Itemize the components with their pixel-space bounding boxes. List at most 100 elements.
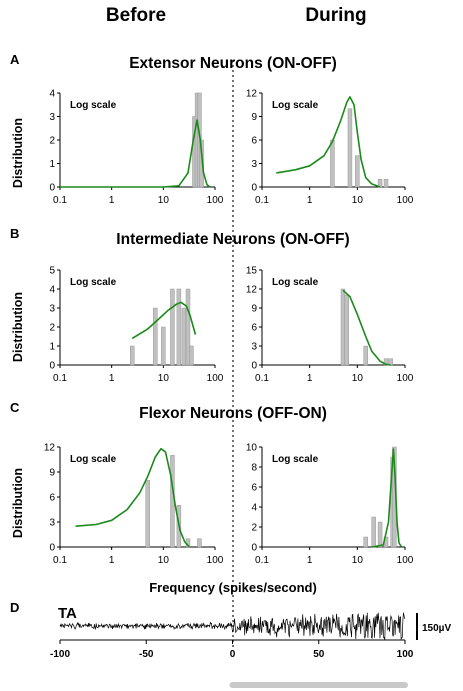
- y-tick-label: 8: [251, 463, 257, 474]
- x-tick-label: 10: [352, 195, 364, 206]
- y-tick-label: 0: [49, 543, 55, 554]
- y-tick-label: 12: [246, 89, 258, 100]
- x-tick-label: 0.1: [53, 373, 67, 384]
- y-tick-label: 2: [49, 136, 55, 147]
- y-tick-label: 12: [246, 285, 258, 296]
- histogram-bar: [340, 288, 346, 366]
- histogram-bar: [130, 345, 135, 366]
- y-tick-label: 0: [49, 183, 55, 194]
- voltage-scale-label: 150µV: [422, 623, 451, 634]
- x-tick-label: 100: [397, 555, 414, 566]
- y-tick-label: 4: [251, 503, 257, 514]
- log-scale-note: Log scale: [272, 454, 319, 465]
- fit-curve: [342, 289, 391, 366]
- panel-b-letter: B: [10, 226, 19, 241]
- log-scale-note: Log scale: [272, 100, 319, 111]
- x-tick-label: 100: [397, 195, 414, 206]
- chart-intermediate-during: 0 3 6 9 12 15 0.1 1 10 100 Log scale: [246, 266, 414, 385]
- y-tick-label: 9: [49, 468, 55, 479]
- fit-curve: [75, 447, 190, 548]
- x-tick-label: 1: [109, 373, 115, 384]
- histogram-bar: [181, 307, 187, 366]
- x-tick-label: 1: [109, 195, 115, 206]
- panel-c-title: Flexor Neurons (OFF-ON): [139, 405, 327, 422]
- x-tick-label: 0.1: [255, 195, 269, 206]
- x-tick-label: 0.1: [255, 555, 269, 566]
- y-tick-label: 3: [49, 112, 55, 123]
- emg-channel-label: TA: [58, 605, 77, 622]
- histogram-bar: [199, 139, 204, 188]
- histogram-bar: [197, 538, 202, 548]
- x-axis-label: Frequency (spikes/second): [149, 580, 317, 595]
- y-tick-label: 2: [49, 323, 55, 334]
- x-tick-label: 0.1: [255, 373, 269, 384]
- y-tick-label: 9: [251, 304, 257, 315]
- time-tick-label: 100: [397, 649, 414, 660]
- y-tick-label: 9: [251, 112, 257, 123]
- header-during: During: [305, 5, 366, 26]
- x-tick-label: 0.1: [53, 555, 67, 566]
- histogram-bar: [363, 345, 368, 366]
- x-tick-label: 10: [352, 373, 364, 384]
- x-tick-label: 10: [158, 195, 170, 206]
- y-tick-label: 4: [49, 285, 55, 296]
- histogram-bar: [363, 536, 368, 548]
- time-tick-label: -100: [50, 649, 70, 660]
- panel-c-letter: C: [10, 400, 20, 415]
- y-tick-label: 5: [49, 266, 55, 277]
- panel-d-letter: D: [10, 600, 19, 615]
- y-axis-label-c: Distribution: [11, 468, 25, 538]
- x-tick-label: 100: [207, 373, 224, 384]
- histogram-bar: [383, 178, 389, 188]
- y-tick-label: 3: [49, 518, 55, 529]
- chart-extensor-before: 0 1 2 3 4 0.1 1 10 100 Log scale: [49, 89, 223, 207]
- log-scale-note: Log scale: [70, 100, 117, 111]
- x-tick-label: 10: [158, 373, 170, 384]
- header-before: Before: [106, 5, 166, 26]
- histogram-bar: [355, 155, 360, 188]
- x-tick-label: 1: [307, 555, 313, 566]
- y-tick-label: 15: [246, 266, 258, 277]
- y-tick-label: 4: [49, 89, 55, 100]
- x-tick-label: 100: [207, 195, 224, 206]
- histogram-bar: [161, 326, 166, 366]
- time-tick-label: -50: [139, 649, 154, 660]
- chart-extensor-during: 0 3 6 9 12 0.1 1 10 100 Log scale: [246, 89, 414, 207]
- log-scale-note: Log scale: [272, 277, 319, 288]
- y-tick-label: 0: [251, 183, 257, 194]
- x-tick-label: 1: [109, 555, 115, 566]
- y-tick-label: 1: [49, 342, 55, 353]
- time-tick-label: 50: [313, 649, 325, 660]
- y-tick-label: 2: [251, 523, 257, 534]
- panel-a-letter: A: [10, 52, 20, 67]
- y-tick-label: 3: [251, 159, 257, 170]
- y-tick-label: 0: [251, 361, 257, 372]
- chart-flexor-during: 0 2 4 6 8 10 0.1 1 10 100 Log scale: [246, 443, 414, 567]
- y-tick-label: 10: [246, 443, 258, 454]
- panel-b-title: Intermediate Neurons (ON-OFF): [116, 231, 349, 248]
- y-tick-label: 3: [251, 342, 257, 353]
- histogram-bar: [170, 288, 175, 366]
- histogram-bar: [145, 480, 150, 548]
- x-tick-label: 10: [352, 555, 364, 566]
- x-tick-label: 1: [307, 373, 313, 384]
- histogram-bar: [330, 139, 335, 188]
- histogram-bar: [377, 521, 383, 548]
- histogram-bar: [153, 307, 158, 366]
- fit-curve: [371, 448, 403, 548]
- y-tick-label: 0: [251, 543, 257, 554]
- y-tick-label: 6: [251, 483, 257, 494]
- time-tick-label: 0: [230, 649, 236, 660]
- fit-curve: [60, 119, 211, 188]
- emg-trace: [59, 612, 406, 640]
- x-tick-label: 1: [307, 195, 313, 206]
- fit-curve: [131, 301, 197, 340]
- histogram-bar: [176, 288, 182, 366]
- y-axis-label-a: Distribution: [11, 118, 25, 188]
- x-tick-label: 100: [397, 373, 414, 384]
- y-tick-label: 1: [49, 159, 55, 170]
- histogram-bar: [371, 516, 376, 548]
- fit-curve: [276, 96, 381, 188]
- panel-a-title: Extensor Neurons (ON-OFF): [129, 55, 337, 72]
